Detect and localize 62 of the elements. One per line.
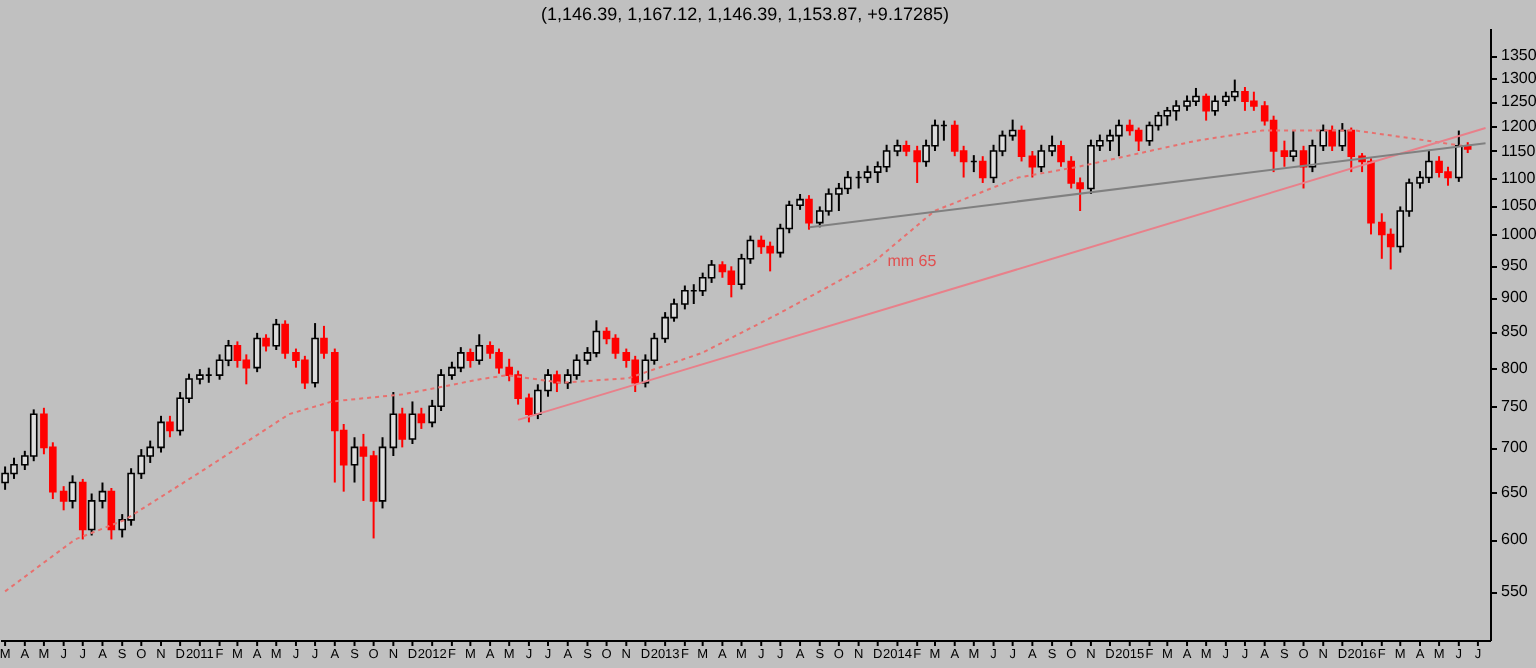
y-tick-label: 650 (1501, 482, 1529, 501)
y-tick-label: 700 (1501, 438, 1529, 457)
candlestick (989, 143, 998, 184)
y-tick-label: 1250 (1501, 92, 1536, 111)
candlestick (572, 353, 581, 381)
candlestick (1280, 139, 1289, 168)
y-tick-label: 900 (1501, 288, 1529, 307)
candlestick (698, 271, 707, 298)
chart-title: (1,146.39, 1,167.12, 1,146.39, 1,153.87, +9.17285) (541, 4, 949, 24)
candlestick (475, 333, 484, 366)
y-tick-label: 1200 (1501, 116, 1536, 135)
y-tick-label: 1100 (1501, 168, 1536, 187)
candlestick (408, 400, 417, 445)
candlestick (350, 436, 359, 484)
candlestick (592, 319, 601, 359)
candlestick (272, 317, 281, 352)
candlestick (417, 406, 426, 430)
candlestick (1028, 149, 1037, 179)
candlestick (215, 353, 224, 381)
candlestick (978, 155, 987, 184)
candlestick (707, 259, 716, 284)
candlestick (1328, 124, 1336, 152)
candlestick (87, 492, 96, 537)
candlestick (757, 234, 766, 255)
candlestick (242, 353, 251, 386)
candlestick (233, 340, 242, 369)
y-tick-label: 1150 (1501, 141, 1536, 160)
candlestick (98, 481, 107, 510)
candlestick (1230, 78, 1239, 103)
candlestick (882, 143, 891, 174)
y-tick-label: 750 (1501, 397, 1529, 416)
candlestick (1145, 120, 1154, 147)
annotation: mm 65 (887, 251, 938, 270)
candlestick (389, 391, 398, 457)
candlestick (727, 265, 736, 299)
candlestick (1017, 124, 1026, 163)
y-tick-label: 1050 (1501, 196, 1536, 215)
candlestick (950, 119, 959, 158)
candlestick (166, 414, 174, 439)
candlestick (1289, 129, 1298, 163)
y-tick-label: 850 (1501, 322, 1529, 341)
y-tick-label: 1300 (1501, 68, 1536, 87)
candlestick (311, 322, 319, 389)
y-tick-label: 600 (1501, 530, 1529, 549)
candlestick (68, 474, 77, 510)
candlestick (553, 369, 561, 394)
candlestick (253, 331, 261, 374)
y-tick-label: 1350 (1501, 46, 1536, 65)
y-tick-label: 800 (1501, 358, 1529, 377)
candlestick (224, 338, 233, 368)
candlestick (29, 408, 38, 463)
y-tick-label: 950 (1501, 256, 1529, 275)
candlestick (805, 194, 813, 231)
candlestick (843, 170, 852, 196)
candlestick (1455, 129, 1463, 183)
candlestick (466, 347, 475, 369)
y-tick-label: 1000 (1501, 225, 1536, 244)
candlestick (1202, 92, 1210, 122)
candlestick (398, 406, 407, 449)
y-tick-label: 550 (1501, 582, 1529, 601)
candlestick (78, 477, 87, 541)
candlestick (1386, 227, 1395, 271)
